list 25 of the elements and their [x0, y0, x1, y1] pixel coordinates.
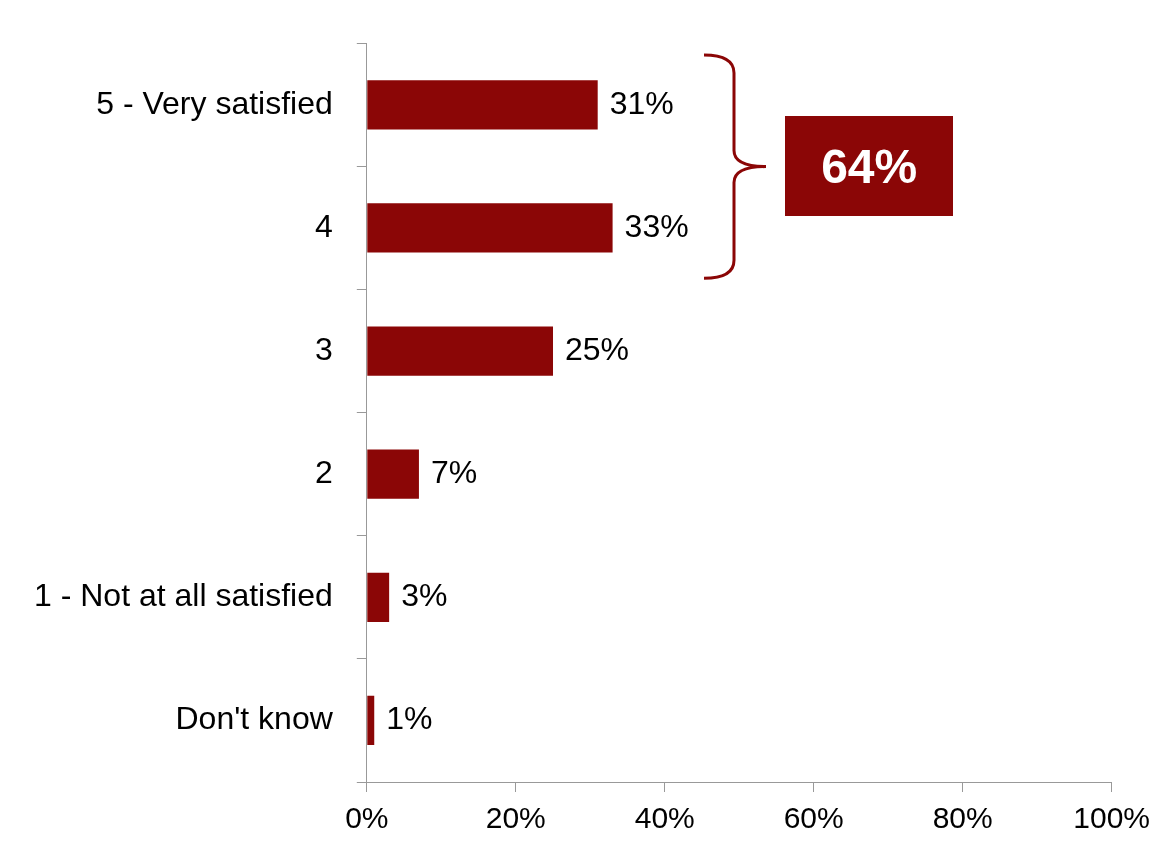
bar: [367, 203, 613, 253]
data-label: 7%: [430, 453, 478, 490]
x-tick-label: 0%: [345, 801, 389, 835]
x-tick-label: 40%: [634, 801, 695, 835]
bar: [367, 326, 554, 376]
data-label: 25%: [565, 330, 630, 367]
data-label: 3%: [401, 577, 448, 614]
x-tick-label: 100%: [1073, 801, 1150, 835]
data-label: 33%: [624, 207, 689, 244]
data-label: 1%: [386, 700, 433, 737]
x-tick-label: 80%: [932, 801, 993, 835]
bar: [367, 449, 419, 499]
annotation: 64%: [785, 116, 954, 217]
data-label: 31%: [609, 84, 674, 121]
y-tick-label: Don't know: [175, 700, 334, 737]
y-tick-label: 4: [315, 207, 333, 244]
y-tick-label: 5 - Very satisfied: [96, 84, 333, 121]
y-tick-label: 2: [315, 453, 333, 490]
bar: [367, 695, 375, 746]
bar: [367, 572, 390, 622]
x-tick-label: 60%: [783, 801, 844, 835]
y-tick-label: 3: [315, 330, 333, 367]
x-tick-label: 20%: [485, 801, 546, 835]
y-tick-label: 1 - Not at all satisfied: [34, 577, 333, 614]
bar: [367, 80, 598, 130]
